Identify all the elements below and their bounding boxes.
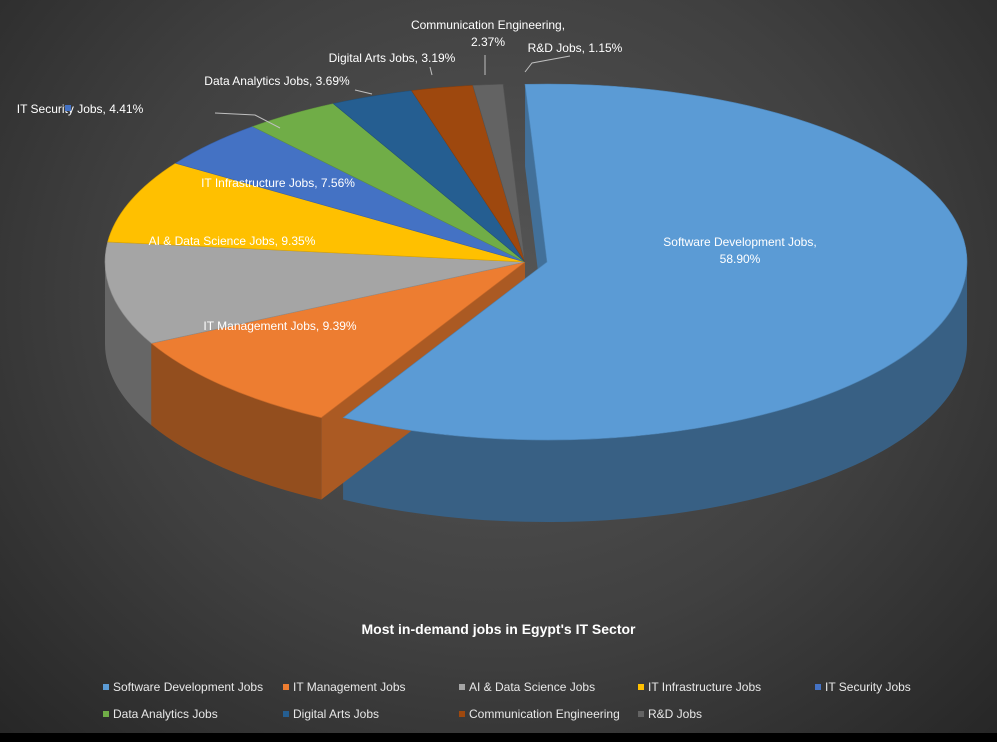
legend-item-it-infrastructure-jobs: IT Infrastructure Jobs [638, 680, 761, 694]
legend-label: Data Analytics Jobs [113, 707, 218, 721]
legend-label: R&D Jobs [648, 707, 703, 721]
data-label-data-analytics-jobs: Data Analytics Jobs, 3.69% [204, 74, 350, 88]
legend-item-it-security-jobs: IT Security Jobs [815, 680, 911, 694]
legend-label: IT Management Jobs [293, 680, 406, 694]
data-labels: Software Development Jobs, 58.90% IT Manag… [17, 18, 817, 333]
pie-outer-wall [343, 262, 967, 522]
leader-line [214, 112, 281, 129]
legend-swatch [815, 684, 821, 690]
data-label-ai-data-science-jobs: AI & Data Science Jobs, 9.35% [149, 234, 316, 248]
legend-swatch [103, 711, 109, 717]
pie-outer-wall [105, 262, 152, 426]
data-label-software-development-jobs: Software Development Jobs, 58.90% [663, 235, 816, 266]
legend-item-it-management-jobs: IT Management Jobs [283, 680, 406, 694]
leader-line [354, 89, 373, 95]
legend-label: IT Security Jobs [825, 680, 911, 694]
legend-label: Digital Arts Jobs [293, 707, 380, 721]
leader-line [524, 55, 571, 73]
pie-slice-software-development-jobs [342, 83, 968, 441]
legend-swatch [638, 711, 644, 717]
data-label-r-d-jobs: R&D Jobs, 1.15% [528, 41, 623, 55]
legend-label: Software Development Jobs [113, 680, 264, 694]
legend-swatch [459, 684, 465, 690]
data-label-it-security-jobs: IT Security Jobs, 4.41% [17, 102, 144, 116]
legend-item-r-d-jobs: R&D Jobs [638, 707, 702, 721]
legend-swatch [283, 711, 289, 717]
legend-label: Communication Engineering [469, 707, 620, 721]
label-marker [65, 105, 71, 111]
data-label-communication-engineering: Communication Engineering, 2.37% [411, 18, 565, 49]
legend-item-data-analytics-jobs: Data Analytics Jobs [103, 707, 218, 721]
legend-swatch [283, 684, 289, 690]
legend-swatch [459, 711, 465, 717]
leader-line [429, 66, 433, 76]
data-label-it-infrastructure-jobs: IT Infrastructure Jobs, 7.56% [201, 176, 355, 190]
leader-lines [214, 55, 571, 129]
pie-slice-ai-data-science-jobs [104, 241, 526, 344]
legend-swatch [638, 684, 644, 690]
pie-slice-it-infrastructure-jobs [107, 162, 526, 263]
legend-item-communication-engineering: Communication Engineering [459, 707, 620, 721]
legend-label: IT Infrastructure Jobs [648, 680, 762, 694]
chart-title: Most in-demand jobs in Egypt's IT Sector [361, 621, 636, 637]
data-label-it-management-jobs: IT Management Jobs, 9.39% [203, 319, 357, 333]
legend-item-digital-arts-jobs: Digital Arts Jobs [283, 707, 379, 721]
pie-slice-r-d-jobs [472, 83, 526, 263]
data-label-digital-arts-jobs: Digital Arts Jobs, 3.19% [329, 51, 456, 65]
legend-item-ai-data-science-jobs: AI & Data Science Jobs [459, 680, 595, 694]
pie-tops [104, 83, 968, 441]
legend-label: AI & Data Science Jobs [469, 680, 596, 694]
legend-item-software-development-jobs: Software Development Jobs [103, 680, 263, 694]
pie-slice-it-management-jobs [150, 261, 526, 418]
pie-outer-wall [151, 343, 322, 500]
legend-swatch [103, 684, 109, 690]
bottom-bar [0, 733, 997, 742]
